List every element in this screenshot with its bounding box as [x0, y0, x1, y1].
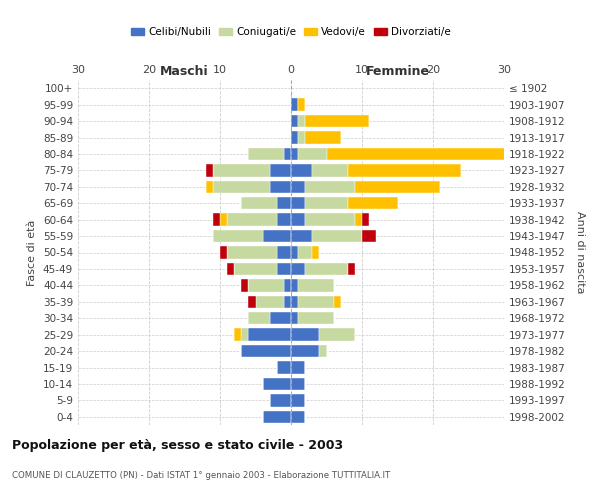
Bar [206, 164, 213, 176]
Bar [277, 197, 291, 209]
Bar [270, 180, 291, 193]
Bar [291, 197, 305, 209]
Text: COMUNE DI CLAUZETTO (PN) - Dati ISTAT 1° gennaio 2003 - Elaborazione TUTTITALIA.: COMUNE DI CLAUZETTO (PN) - Dati ISTAT 1°… [12, 471, 390, 480]
Bar [241, 328, 248, 341]
Bar [213, 164, 270, 176]
Bar [291, 345, 319, 357]
Bar [298, 98, 305, 111]
Bar [362, 230, 376, 242]
Bar [291, 378, 305, 390]
Bar [362, 214, 369, 226]
Text: Popolazione per età, sesso e stato civile - 2003: Popolazione per età, sesso e stato civil… [12, 440, 343, 452]
Bar [291, 148, 298, 160]
Bar [348, 164, 461, 176]
Bar [248, 328, 291, 341]
Bar [305, 132, 341, 143]
Bar [355, 180, 440, 193]
Bar [206, 180, 213, 193]
Bar [305, 197, 348, 209]
Bar [248, 312, 270, 324]
Bar [284, 296, 291, 308]
Bar [355, 214, 362, 226]
Bar [234, 263, 277, 275]
Bar [277, 246, 291, 258]
Bar [291, 98, 298, 111]
Bar [313, 230, 362, 242]
Bar [348, 263, 355, 275]
Bar [298, 246, 313, 258]
Bar [313, 164, 348, 176]
Bar [241, 279, 248, 291]
Bar [270, 312, 291, 324]
Bar [277, 263, 291, 275]
Bar [263, 410, 291, 423]
Bar [256, 296, 284, 308]
Bar [291, 279, 298, 291]
Bar [220, 214, 227, 226]
Bar [248, 148, 284, 160]
Bar [291, 214, 305, 226]
Text: Maschi: Maschi [160, 64, 209, 78]
Y-axis label: Fasce di età: Fasce di età [28, 220, 37, 286]
Bar [263, 230, 291, 242]
Bar [234, 328, 241, 341]
Bar [291, 180, 305, 193]
Bar [241, 345, 291, 357]
Bar [248, 279, 284, 291]
Bar [270, 164, 291, 176]
Bar [313, 246, 319, 258]
Bar [284, 279, 291, 291]
Bar [298, 115, 305, 127]
Bar [284, 148, 291, 160]
Bar [298, 279, 334, 291]
Bar [263, 378, 291, 390]
Bar [298, 296, 334, 308]
Bar [305, 180, 355, 193]
Bar [220, 246, 227, 258]
Bar [291, 362, 305, 374]
Bar [291, 328, 319, 341]
Bar [270, 394, 291, 406]
Bar [291, 312, 298, 324]
Y-axis label: Anni di nascita: Anni di nascita [575, 211, 585, 294]
Bar [291, 115, 298, 127]
Bar [213, 214, 220, 226]
Bar [227, 214, 277, 226]
Bar [291, 296, 298, 308]
Bar [291, 246, 298, 258]
Bar [213, 230, 263, 242]
Bar [334, 296, 341, 308]
Bar [305, 263, 348, 275]
Bar [298, 312, 334, 324]
Bar [291, 394, 305, 406]
Bar [291, 164, 313, 176]
Bar [319, 345, 326, 357]
Bar [241, 197, 277, 209]
Bar [291, 230, 313, 242]
Bar [348, 197, 398, 209]
Bar [277, 214, 291, 226]
Bar [291, 263, 305, 275]
Legend: Celibi/Nubili, Coniugati/e, Vedovi/e, Divorziati/e: Celibi/Nubili, Coniugati/e, Vedovi/e, Di… [127, 23, 455, 42]
Bar [319, 328, 355, 341]
Bar [298, 148, 326, 160]
Bar [227, 263, 234, 275]
Bar [298, 132, 305, 143]
Bar [305, 115, 369, 127]
Bar [227, 246, 277, 258]
Bar [291, 132, 298, 143]
Bar [326, 148, 518, 160]
Bar [277, 362, 291, 374]
Text: Femmine: Femmine [365, 64, 430, 78]
Bar [291, 410, 305, 423]
Bar [213, 180, 270, 193]
Bar [305, 214, 355, 226]
Bar [248, 296, 256, 308]
